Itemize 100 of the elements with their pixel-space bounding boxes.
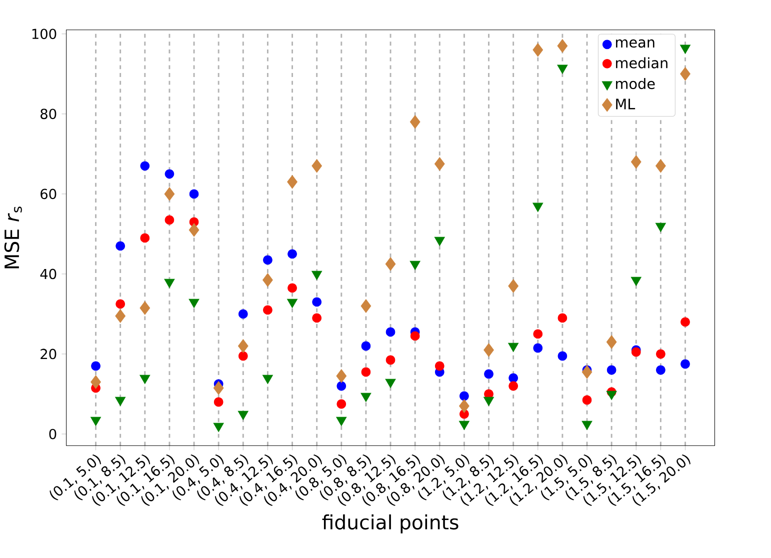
point — [90, 416, 102, 426]
point — [361, 341, 371, 351]
y-tick-label: 40 — [40, 268, 56, 280]
point — [238, 410, 248, 420]
point — [680, 67, 690, 81]
legend-label: ML — [616, 98, 636, 110]
point — [263, 255, 272, 265]
point — [410, 260, 420, 270]
point — [116, 299, 126, 309]
legend-label: mode — [616, 78, 655, 90]
point — [606, 335, 617, 349]
point — [533, 343, 543, 353]
point — [484, 396, 494, 406]
point — [188, 298, 200, 308]
point — [410, 115, 420, 129]
point — [508, 342, 519, 352]
point — [90, 375, 101, 389]
point — [188, 223, 200, 237]
point — [582, 395, 592, 405]
point — [312, 270, 322, 280]
y-tick-label: 0 — [49, 428, 56, 440]
point — [434, 157, 445, 171]
point — [557, 64, 568, 74]
point — [312, 313, 322, 323]
point — [238, 309, 248, 319]
point — [360, 299, 372, 313]
point — [336, 381, 346, 391]
point — [336, 399, 346, 409]
point — [140, 161, 150, 171]
point — [238, 339, 248, 353]
point — [288, 249, 297, 259]
point — [262, 273, 273, 287]
point — [91, 361, 100, 371]
point — [656, 159, 666, 173]
point — [484, 343, 494, 357]
point — [312, 159, 322, 173]
point — [213, 422, 224, 432]
point — [459, 399, 470, 413]
y-tick-label: 60 — [40, 188, 56, 200]
point — [533, 329, 543, 339]
point — [361, 367, 371, 377]
point — [582, 420, 592, 430]
point — [386, 355, 396, 365]
point — [262, 374, 273, 384]
point — [336, 416, 347, 426]
point — [459, 391, 469, 401]
point — [558, 351, 568, 361]
point — [164, 187, 175, 201]
point — [336, 369, 347, 383]
point — [189, 189, 199, 199]
point — [484, 369, 494, 379]
point — [582, 365, 592, 379]
point — [434, 236, 445, 246]
point — [214, 397, 224, 407]
y-tick-label: 20 — [40, 348, 56, 360]
point — [630, 155, 642, 169]
point — [238, 351, 248, 361]
point — [164, 215, 174, 225]
point — [287, 298, 298, 308]
point — [532, 43, 544, 57]
point — [680, 359, 690, 369]
point — [263, 305, 272, 315]
point — [385, 378, 396, 388]
point — [508, 381, 518, 391]
point — [458, 420, 470, 430]
point — [360, 392, 372, 402]
point — [557, 39, 568, 53]
point — [287, 175, 298, 189]
point — [140, 374, 150, 384]
point — [656, 349, 666, 359]
point — [164, 169, 174, 179]
point — [140, 301, 150, 315]
point — [606, 390, 617, 400]
legend-label: mean — [616, 39, 654, 48]
point — [385, 257, 396, 271]
point — [558, 313, 568, 323]
point — [164, 278, 175, 288]
point — [508, 373, 518, 383]
point — [386, 327, 396, 337]
legend-label: median — [616, 57, 668, 68]
point — [680, 317, 690, 327]
point — [115, 309, 126, 323]
point — [508, 279, 518, 293]
point — [656, 365, 666, 375]
y-axis-title: MSE r$_{s}$ — [4, 206, 22, 268]
point — [116, 241, 126, 251]
point — [680, 44, 690, 54]
point — [630, 276, 642, 286]
x-axis-title: fiducial points — [322, 514, 458, 534]
point — [606, 365, 616, 375]
point — [115, 396, 126, 406]
point — [213, 381, 224, 395]
y-tick-label: 80 — [40, 108, 56, 120]
point — [140, 233, 150, 243]
point — [288, 283, 297, 293]
point — [532, 202, 544, 212]
point — [434, 361, 444, 371]
point — [655, 222, 666, 232]
point — [312, 297, 322, 307]
point — [410, 331, 420, 341]
